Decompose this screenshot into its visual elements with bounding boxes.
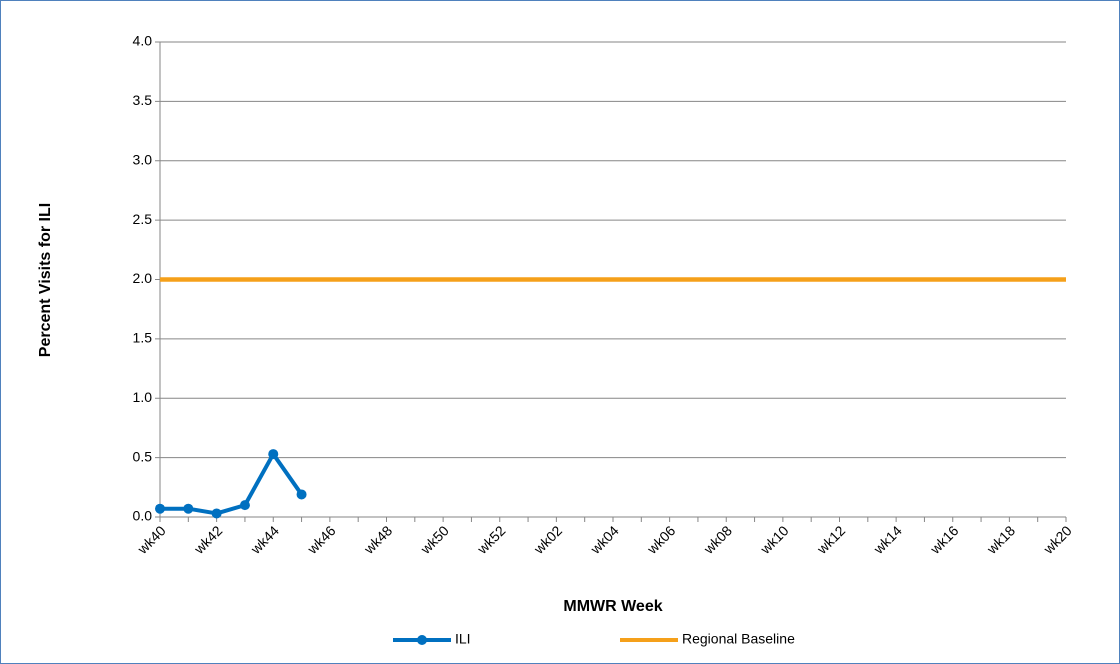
y-tick-label: 0.0 — [133, 508, 153, 524]
data-point — [183, 503, 194, 514]
data-point — [155, 503, 165, 514]
legend-marker — [417, 635, 427, 645]
legend-label: Regional Baseline — [682, 631, 795, 647]
legend-label: ILI — [455, 631, 471, 647]
y-tick-label: 2.0 — [133, 270, 153, 286]
x-axis-title: MMWR Week — [563, 598, 662, 615]
y-tick-label: 1.5 — [133, 330, 153, 346]
y-tick-label: 1.0 — [133, 389, 153, 405]
data-point — [268, 449, 279, 460]
y-tick-label: 4.0 — [133, 33, 153, 49]
y-tick-label: 2.5 — [133, 211, 153, 227]
y-tick-label: 3.0 — [133, 151, 153, 167]
y-axis-title: Percent Visits for ILI — [37, 203, 54, 357]
data-point — [211, 508, 222, 519]
data-point — [296, 489, 307, 500]
y-tick-label: 0.5 — [133, 448, 153, 464]
y-tick-label: 3.5 — [133, 92, 153, 108]
data-point — [239, 500, 250, 511]
